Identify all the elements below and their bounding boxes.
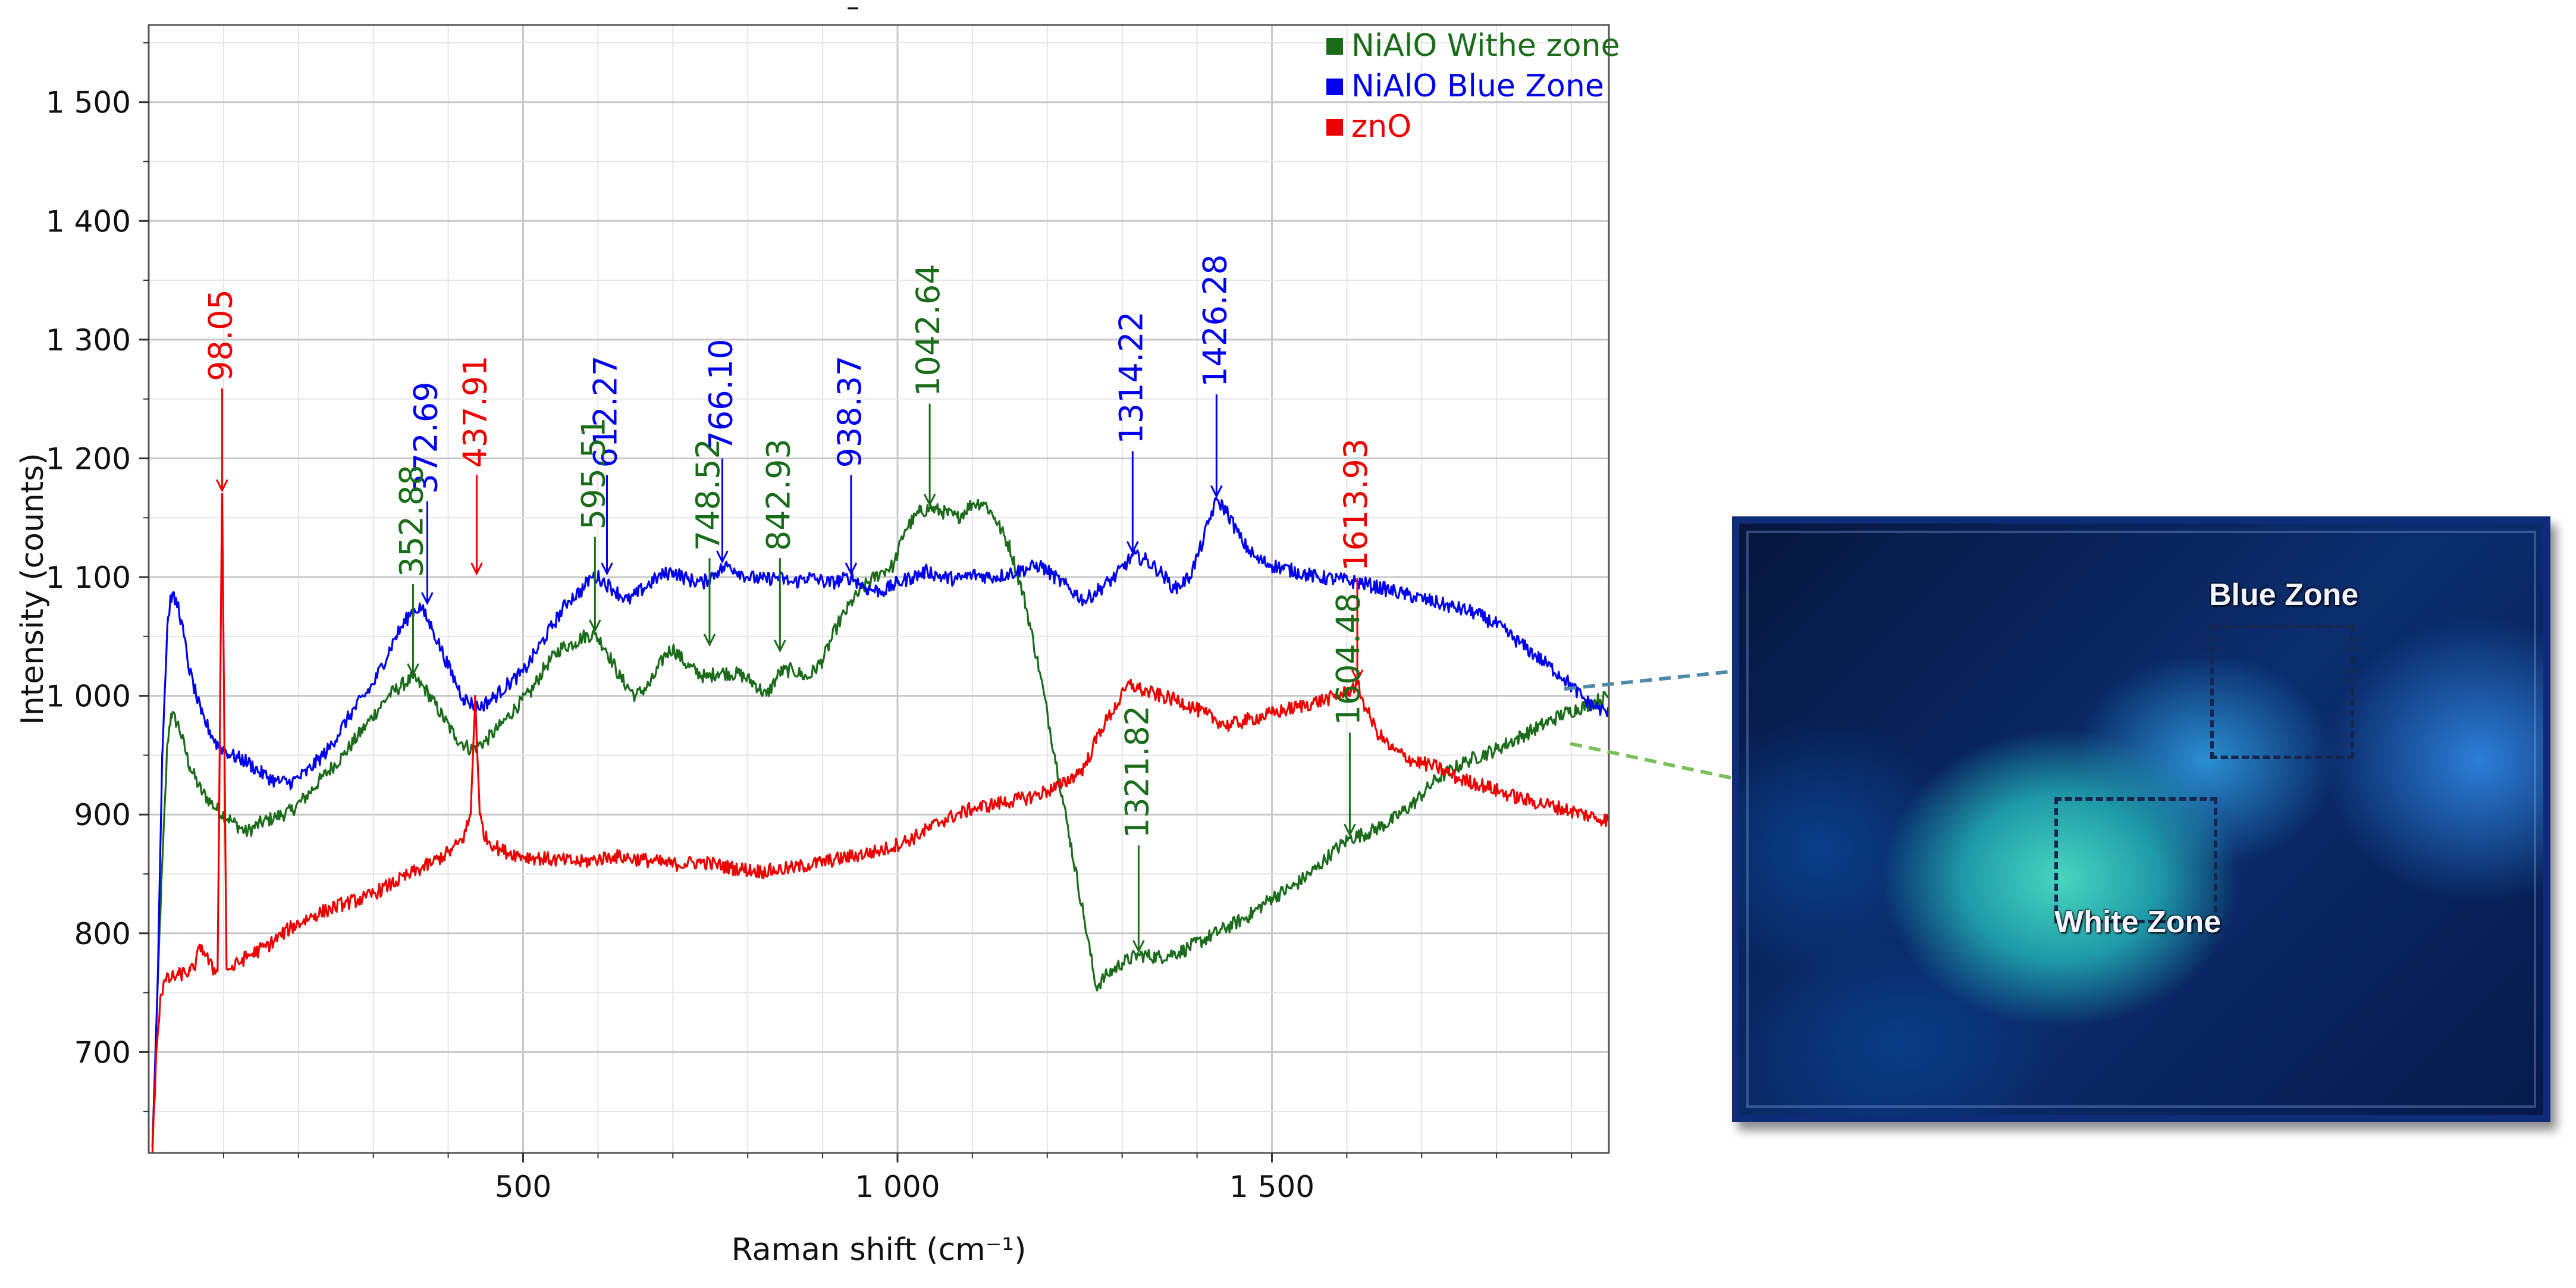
peak-label: 1613.93 xyxy=(1337,438,1375,571)
peak-annotation: 1426.28 xyxy=(1196,254,1234,499)
axis-layer: 700 800 900 1 000 1 100 1 200 1 300 1 400 1 500 5… xyxy=(15,0,1610,1268)
peak-label: 437.91 xyxy=(456,355,494,468)
y-tick-label: 900 xyxy=(74,798,131,832)
peak-annotation: 1613.93 xyxy=(1337,438,1375,683)
peak-annotation: 437.91 xyxy=(456,355,494,576)
peak-annotation: 595.51 xyxy=(575,417,612,633)
peak-annotation: 842.93 xyxy=(760,438,797,653)
y-tick-label: 1 400 xyxy=(46,204,131,239)
annotation-layer: 98.05 437.91 1613.93 372.69 612.27 766.10 938.… xyxy=(202,254,1375,954)
plot-frame xyxy=(148,24,1610,1154)
white-zone-box xyxy=(2054,797,2217,923)
peak-arrow-head xyxy=(845,562,858,576)
peak-label: 612.27 xyxy=(586,355,624,468)
peak-annotation: 748.52 xyxy=(689,438,727,647)
y-tick-label: 1 000 xyxy=(46,679,131,714)
white-zone-label: White Zone xyxy=(2054,905,2222,939)
series-line-2 xyxy=(151,493,1609,1154)
x-tick-label: 1 000 xyxy=(855,1170,940,1204)
peak-label: 1321.82 xyxy=(1118,706,1156,838)
y-tick-label: 1 300 xyxy=(46,323,131,358)
series-layer xyxy=(151,493,1610,1154)
y-tick-label: 700 xyxy=(74,1035,131,1070)
micrograph-inner-frame xyxy=(1746,531,2536,1108)
y-axis-title: Intensity (counts) xyxy=(15,453,51,725)
peak-annotation: 1604.48 xyxy=(1329,593,1367,837)
peak-arrow-head xyxy=(470,562,483,576)
peak-annotation: 372.69 xyxy=(407,381,444,606)
peak-annotation: 1321.82 xyxy=(1118,706,1156,954)
peak-arrow-head xyxy=(716,550,729,564)
peak-label: 938.37 xyxy=(831,355,868,468)
x-axis-title: Raman shift (cm⁻¹) xyxy=(732,1232,1027,1268)
peak-annotation: 352.88 xyxy=(393,465,430,677)
top-marker: – xyxy=(846,0,859,22)
peak-label: 748.52 xyxy=(689,438,727,551)
legend-swatch xyxy=(1326,119,1343,136)
series-line-1 xyxy=(151,497,1610,1148)
peak-arrow-head xyxy=(407,663,419,677)
peak-arrow-head xyxy=(421,592,434,606)
peak-arrow-head xyxy=(216,479,228,493)
peak-arrow-head xyxy=(703,634,716,647)
x-tick-label: 1 500 xyxy=(1229,1170,1314,1204)
peak-arrow-head xyxy=(1210,485,1223,499)
peak-arrow-head xyxy=(1351,669,1364,683)
peak-annotation: 1042.64 xyxy=(909,264,947,507)
peak-annotation: 1314.22 xyxy=(1112,311,1150,554)
peak-annotation: 612.27 xyxy=(586,355,624,576)
peak-label: 1604.48 xyxy=(1329,593,1367,725)
peak-arrow-head xyxy=(1132,940,1145,954)
y-tick-label: 1 500 xyxy=(46,86,131,120)
peak-label: 372.69 xyxy=(407,381,444,494)
series-line-0 xyxy=(151,499,1610,1148)
legend-layer: NiAlO Withe zone NiAlO Blue Zone znO xyxy=(1326,28,1620,145)
peak-arrow-head xyxy=(589,619,601,633)
legend-label: NiAlO Withe zone xyxy=(1351,28,1620,64)
peak-annotation: 766.10 xyxy=(702,339,739,564)
peak-arrow-head xyxy=(1344,823,1356,837)
legend-label: znO xyxy=(1351,109,1411,145)
peak-label: 595.51 xyxy=(575,417,612,529)
zone-micrograph: Blue Zone White Zone xyxy=(1732,516,2550,1122)
blue-zone-label: Blue Zone xyxy=(2209,578,2359,612)
peak-label: 766.10 xyxy=(702,339,739,452)
y-tick-label: 1 100 xyxy=(46,560,131,595)
y-tick-label: 800 xyxy=(74,917,131,951)
x-tick-label: 500 xyxy=(495,1170,551,1204)
legend-swatch xyxy=(1326,38,1343,55)
peak-label: 1314.22 xyxy=(1112,311,1150,444)
peak-arrow-head xyxy=(923,493,936,507)
blue-zone-box xyxy=(2210,625,2354,759)
peak-annotation: 98.05 xyxy=(202,289,239,493)
peak-label: 352.88 xyxy=(393,465,430,577)
peak-arrow-head xyxy=(773,640,786,653)
y-tick-label: 1 200 xyxy=(46,441,131,476)
peak-label: 842.93 xyxy=(760,438,797,551)
peak-label: 1042.64 xyxy=(909,264,947,396)
peak-arrow-head xyxy=(601,562,613,576)
peak-arrow-head xyxy=(1126,541,1139,554)
peak-label: 98.05 xyxy=(202,289,239,381)
peak-label: 1426.28 xyxy=(1196,254,1234,387)
legend-label: NiAlO Blue Zone xyxy=(1351,68,1604,104)
legend-swatch xyxy=(1326,79,1343,95)
peak-annotation: 938.37 xyxy=(831,355,868,576)
